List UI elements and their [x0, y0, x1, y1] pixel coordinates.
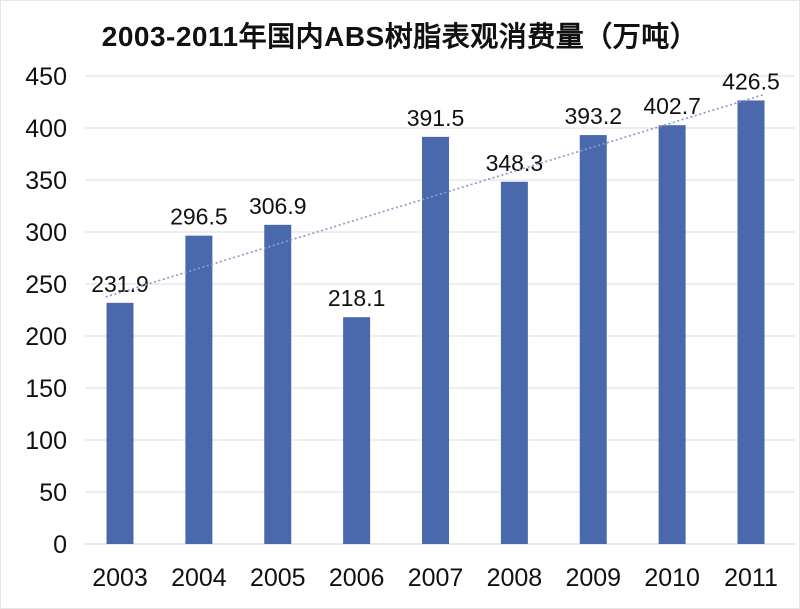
bar [737, 100, 765, 544]
bar [500, 181, 528, 544]
y-tick-label: 450 [25, 63, 67, 91]
y-tick-label: 250 [25, 271, 67, 299]
y-tick-label: 0 [53, 531, 67, 559]
y-tick-label: 300 [25, 219, 67, 247]
bar-value-label: 402.7 [643, 93, 701, 119]
x-tick-label: 2008 [487, 564, 543, 592]
bar-value-label: 218.1 [328, 285, 386, 311]
bar [658, 125, 686, 544]
x-tick-label: 2006 [329, 564, 385, 592]
y-tick-label: 100 [25, 427, 67, 455]
x-tick-label: 2009 [565, 564, 621, 592]
x-tick-label: 2005 [250, 564, 306, 592]
chart-title: 2003-2011年国内ABS树脂表观消费量（万吨） [101, 21, 699, 52]
bar [422, 136, 449, 544]
bar [106, 302, 134, 544]
bar [579, 135, 607, 544]
y-tick-label: 50 [39, 479, 67, 507]
x-tick-label: 2007 [408, 564, 464, 592]
x-tick-label: 2010 [644, 564, 700, 592]
bar-value-label: 296.5 [170, 204, 228, 230]
y-tick-label: 350 [25, 167, 67, 195]
bar-value-label: 426.5 [722, 68, 780, 94]
bar [264, 224, 292, 544]
x-tick-label: 2004 [171, 564, 227, 592]
x-tick-label: 2011 [724, 564, 778, 592]
y-tick-label: 400 [25, 115, 67, 143]
y-tick-label: 200 [25, 323, 67, 351]
bar-value-label: 391.5 [407, 105, 465, 131]
bar-value-label: 348.3 [486, 150, 544, 176]
bar [185, 235, 213, 544]
bar-value-label: 306.9 [249, 193, 307, 219]
bar [343, 317, 371, 544]
x-tick-label: 2003 [92, 564, 148, 592]
bar-value-label: 393.2 [564, 103, 622, 129]
y-tick-label: 150 [25, 375, 67, 403]
